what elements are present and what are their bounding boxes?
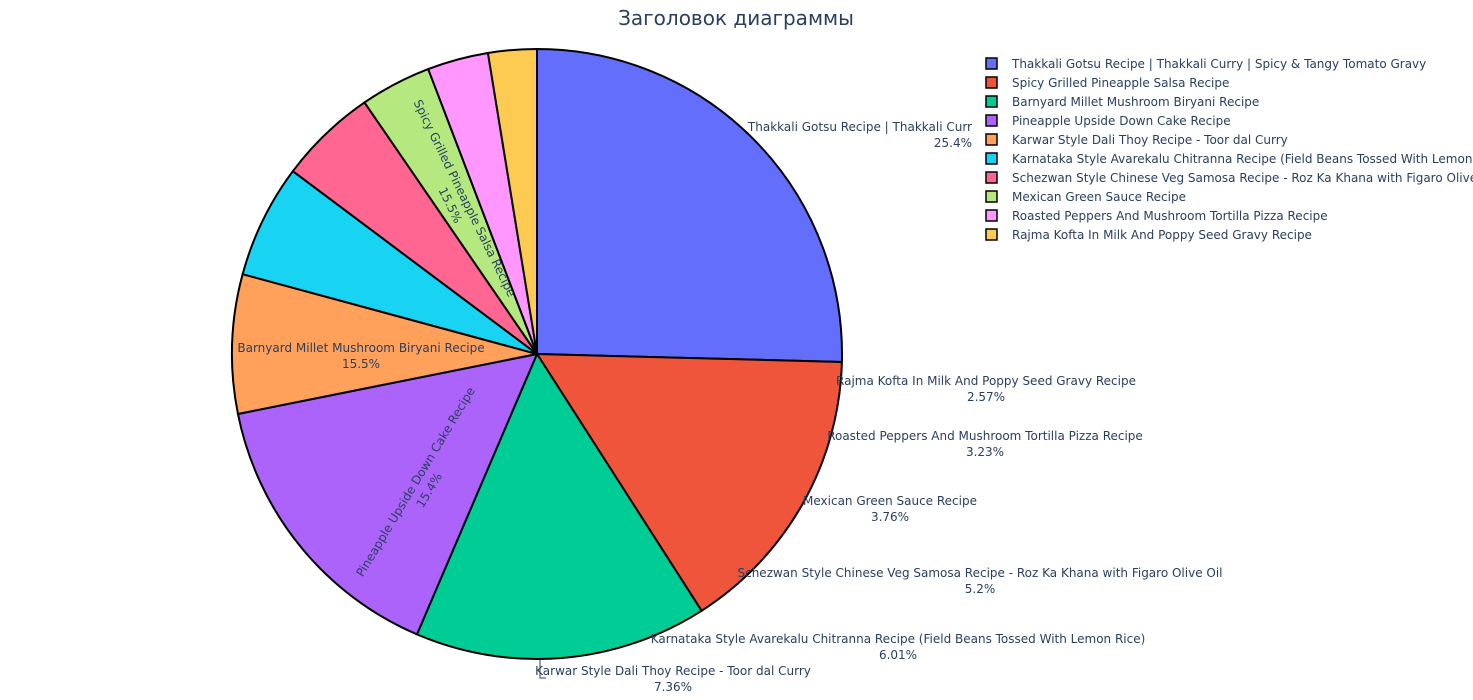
slice-label: Karnataka Style Avarekalu Chitranna Reci… xyxy=(651,632,1146,662)
legend-item[interactable]: Roasted Peppers And Mushroom Tortilla Pi… xyxy=(985,209,1328,223)
pie-slice[interactable] xyxy=(415,351,703,660)
legend-swatch xyxy=(985,228,998,241)
slice-label-percent: 3.23% xyxy=(966,445,1004,459)
legend-item[interactable]: Thakkali Gotsu Recipe | Thakkali Curry |… xyxy=(985,57,1426,71)
slice-label-percent: 3.76% xyxy=(871,510,909,524)
legend-swatch xyxy=(985,57,998,70)
slice-label: Barnyard Millet Mushroom Biryani Recipe 1… xyxy=(237,341,484,371)
chart-title: Заголовок диаграммы xyxy=(618,6,854,30)
slice-label-name: Karwar Style Dali Thoy Recipe - Toor dal… xyxy=(535,664,811,678)
slice-label: Rajma Kofta In Milk And Poppy Seed Gravy… xyxy=(836,374,1136,404)
legend-item[interactable]: Mexican Green Sauce Recipe xyxy=(985,190,1186,204)
pie-slice[interactable] xyxy=(535,352,843,613)
legend-swatch xyxy=(985,133,998,146)
slice-label-percent: 7.36% xyxy=(654,680,692,694)
leader-lines xyxy=(539,660,546,679)
legend-swatch xyxy=(985,209,998,222)
legend-label: Karwar Style Dali Thoy Recipe - Toor dal… xyxy=(1012,133,1288,147)
pie-slice[interactable] xyxy=(536,47,843,364)
legend-item[interactable]: Schezwan Style Chinese Veg Samosa Recipe… xyxy=(985,171,1473,185)
pie-slice[interactable] xyxy=(486,47,538,355)
slice-label-name: Roasted Peppers And Mushroom Tortilla Pi… xyxy=(827,429,1143,443)
legend-label: Schezwan Style Chinese Veg Samosa Recipe… xyxy=(1012,171,1473,185)
legend-item[interactable]: Spicy Grilled Pineapple Salsa Recipe xyxy=(985,76,1229,90)
slice-label: Mexican Green Sauce Recipe 3.76% xyxy=(803,494,977,524)
slice-label-percent: 5.2% xyxy=(965,582,996,596)
slice-label-percent: 6.01% xyxy=(879,648,917,662)
slice-label-name: Rajma Kofta In Milk And Poppy Seed Gravy… xyxy=(836,374,1136,388)
legend-swatch xyxy=(985,152,998,165)
legend-label: Pineapple Upside Down Cake Recipe xyxy=(1012,114,1231,128)
pie-slices xyxy=(231,47,843,660)
slice-label: Roasted Peppers And Mushroom Tortilla Pi… xyxy=(827,429,1143,459)
slice-label: Schezwan Style Chinese Veg Samosa Recipe… xyxy=(737,566,1222,596)
legend-item[interactable]: Pineapple Upside Down Cake Recipe xyxy=(985,114,1231,128)
legend-swatch xyxy=(985,114,998,127)
legend-item[interactable]: Barnyard Millet Mushroom Biryani Recipe xyxy=(985,95,1259,109)
pie-slice[interactable] xyxy=(236,352,539,636)
legend-label: Rajma Kofta In Milk And Poppy Seed Gravy… xyxy=(1012,228,1312,242)
pie-slice[interactable] xyxy=(231,272,538,416)
legend-swatch xyxy=(985,190,998,203)
slice-label: Karwar Style Dali Thoy Recipe - Toor dal… xyxy=(535,664,811,694)
slice-label: Thakkali Gotsu Recipe | Thakkali Curr 25.… xyxy=(747,120,972,150)
slice-label-name: Mexican Green Sauce Recipe xyxy=(803,494,977,508)
slice-label-name: Karnataka Style Avarekalu Chitranna Reci… xyxy=(651,632,1146,646)
legend-label: Spicy Grilled Pineapple Salsa Recipe xyxy=(1012,76,1229,90)
legend: Thakkali Gotsu Recipe | Thakkali Curry |… xyxy=(985,57,1473,242)
legend-label: Barnyard Millet Mushroom Biryani Recipe xyxy=(1012,95,1259,109)
legend-item[interactable]: Karnataka Style Avarekalu Chitranna Reci… xyxy=(985,152,1473,166)
slice-label-percent: 2.57% xyxy=(967,390,1005,404)
slice-label-percent: 15.5% xyxy=(342,357,380,371)
legend-item[interactable]: Rajma Kofta In Milk And Poppy Seed Gravy… xyxy=(985,228,1312,242)
legend-swatch xyxy=(985,95,998,108)
legend-label: Mexican Green Sauce Recipe xyxy=(1012,190,1186,204)
legend-swatch xyxy=(985,76,998,89)
legend-label: Thakkali Gotsu Recipe | Thakkali Curry |… xyxy=(1011,57,1426,71)
legend-label: Karnataka Style Avarekalu Chitranna Reci… xyxy=(1012,152,1473,166)
legend-label: Roasted Peppers And Mushroom Tortilla Pi… xyxy=(1012,209,1328,223)
slice-label-name: Thakkali Gotsu Recipe | Thakkali Curr xyxy=(747,120,972,134)
legend-swatch xyxy=(985,171,998,184)
slice-label-name: Schezwan Style Chinese Veg Samosa Recipe… xyxy=(737,566,1222,580)
slice-label-name: Barnyard Millet Mushroom Biryani Recipe xyxy=(237,341,484,355)
slice-label-percent: 25.4% xyxy=(934,136,972,150)
legend-item[interactable]: Karwar Style Dali Thoy Recipe - Toor dal… xyxy=(985,133,1288,147)
leader-line xyxy=(539,660,546,679)
